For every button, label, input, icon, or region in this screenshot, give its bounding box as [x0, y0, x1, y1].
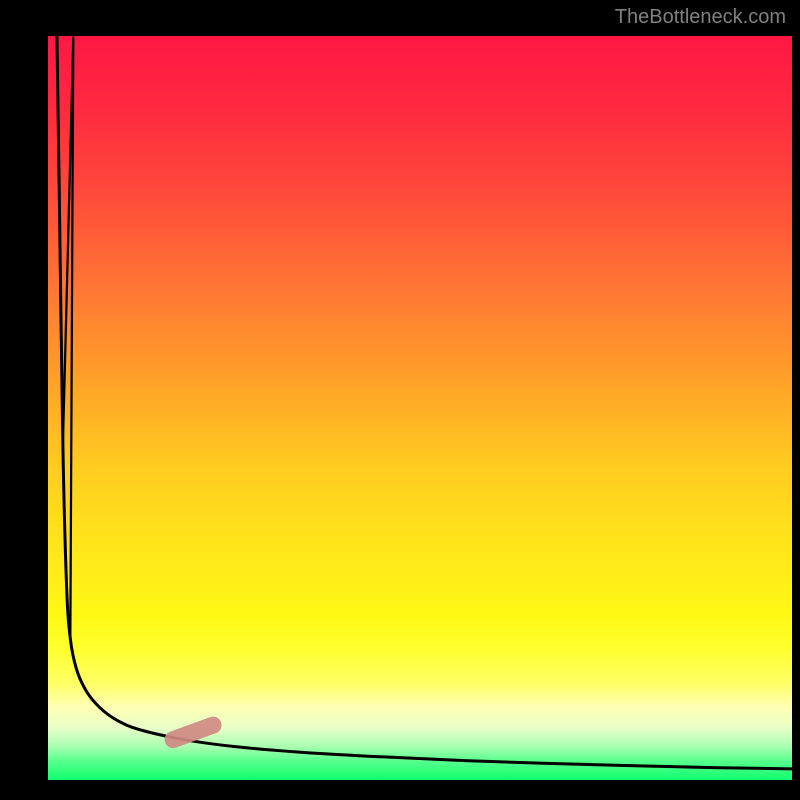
plot-area	[48, 36, 792, 780]
watermark-label: TheBottleneck.com	[615, 6, 786, 29]
chart-wrapper: TheBottleneck.com	[0, 0, 800, 800]
main-curve	[57, 36, 792, 769]
curve-layer	[48, 36, 792, 780]
